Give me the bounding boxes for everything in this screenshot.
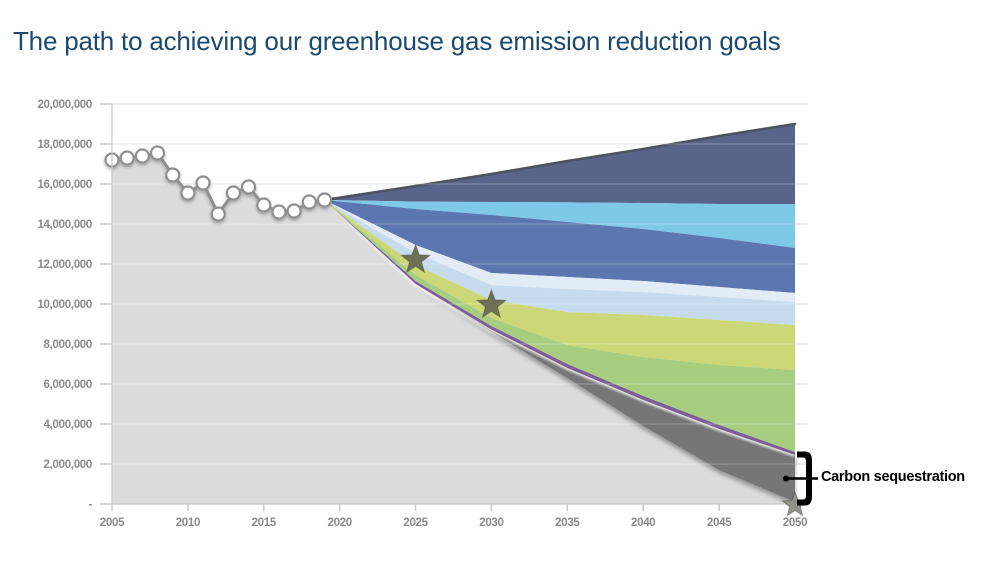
data-point-marker — [241, 179, 257, 195]
goal-star-2025 — [399, 243, 432, 274]
data-point-marker — [225, 185, 242, 201]
data-point-marker — [180, 185, 196, 201]
data-point-marker — [195, 175, 211, 191]
data-point-marker — [316, 192, 333, 208]
svg-text:2010: 2010 — [176, 517, 200, 529]
svg-text:12,000,000: 12,000,000 — [37, 259, 92, 271]
callout-bracket — [797, 451, 812, 506]
svg-text:2040: 2040 — [631, 517, 655, 529]
svg-text:2005: 2005 — [100, 517, 125, 529]
svg-text:-: - — [88, 499, 92, 511]
data-point-marker — [286, 203, 302, 219]
sky-blue-wedge — [324, 200, 795, 248]
lightest-blue-wedge — [324, 200, 795, 302]
svg-text:2050: 2050 — [783, 517, 807, 529]
bau-top-line — [323, 122, 797, 202]
carbon-sequestration-callout — [783, 451, 818, 506]
data-point-marker — [119, 150, 135, 166]
svg-text:18,000,000: 18,000,000 — [37, 139, 92, 151]
svg-text:4,000,000: 4,000,000 — [44, 419, 92, 431]
svg-text:2020: 2020 — [327, 517, 351, 529]
green-wedge — [324, 200, 795, 452]
data-point-marker — [149, 145, 166, 161]
data-point-marker — [256, 197, 272, 213]
svg-text:20,000,000: 20,000,000 — [37, 99, 92, 111]
data-point-marker — [210, 206, 226, 222]
axes-and-ticks: 20,000,000 18,000,000 16,000,000 14,000,000… — [37, 99, 808, 529]
medium-blue-wedge — [324, 200, 795, 293]
svg-text:10,000,000: 10,000,000 — [37, 299, 92, 311]
callout-dot — [783, 475, 789, 482]
data-point-marker — [271, 204, 287, 220]
svg-text:2,000,000: 2,000,000 — [44, 459, 92, 471]
svg-text:2035: 2035 — [555, 517, 580, 529]
svg-text:14,000,000: 14,000,000 — [37, 219, 92, 231]
page-title: The path to achieving our greenhouse gas… — [13, 26, 781, 56]
svg-text:16,000,000: 16,000,000 — [37, 179, 92, 191]
data-point-marker — [134, 148, 150, 164]
gridline-overlay — [112, 143, 795, 465]
remaining-emissions-area — [112, 153, 795, 504]
svg-text:2015: 2015 — [252, 517, 277, 529]
stacked-wedges — [112, 122, 797, 504]
data-point-marker — [165, 167, 181, 183]
carbon-sequestration-label: Carbon sequestration — [821, 469, 965, 485]
carbon-sequestration-wedge — [324, 200, 795, 502]
svg-text:8,000,000: 8,000,000 — [44, 339, 92, 351]
yellow-green-wedge — [324, 200, 795, 370]
svg-text:6,000,000: 6,000,000 — [44, 379, 92, 391]
historical-line-with-markers — [104, 145, 333, 222]
goal-star-2030 — [475, 288, 508, 319]
svg-text:2030: 2030 — [479, 517, 503, 529]
data-point-marker — [301, 194, 317, 210]
svg-text:2045: 2045 — [707, 517, 732, 529]
svg-text:2025: 2025 — [403, 517, 428, 529]
